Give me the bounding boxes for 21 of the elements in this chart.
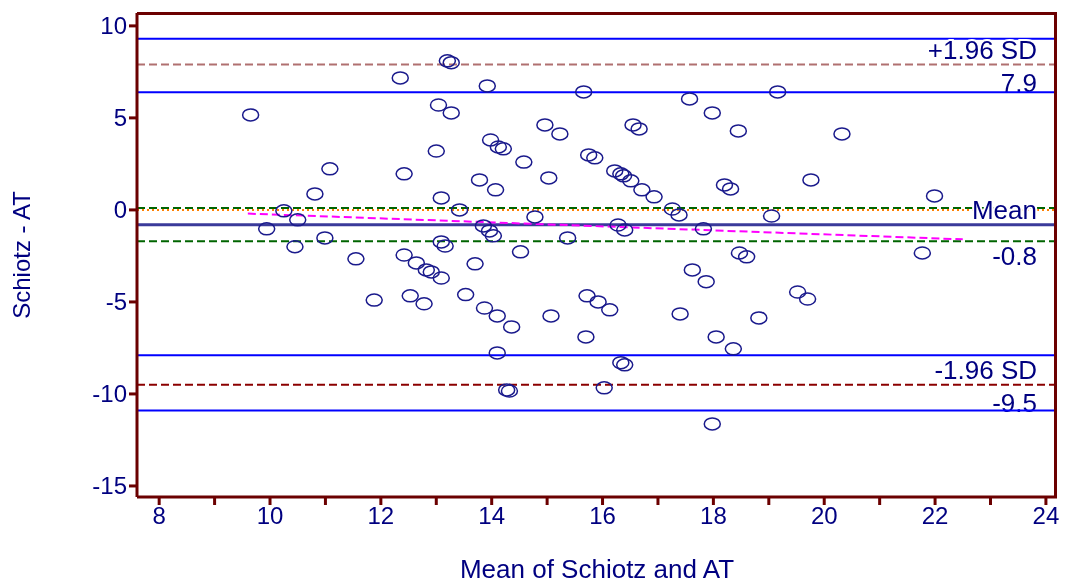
x-tick-label: 16: [589, 502, 616, 530]
annotation: 7.9: [1000, 67, 1037, 98]
x-tick-label: 20: [810, 502, 838, 530]
y-tick-label: 10: [100, 12, 127, 40]
x-tick-label: 12: [367, 502, 395, 530]
x-tick-label: 18: [700, 502, 727, 530]
y-tick-label: -5: [105, 288, 127, 316]
annotation: -0.8: [992, 241, 1037, 272]
x-tick-label: 14: [478, 502, 506, 530]
x-tick-label: 22: [921, 502, 949, 530]
y-tick-label: 0: [113, 196, 127, 224]
y-axis-title: Schiotz - AT: [8, 190, 35, 319]
x-tick-label: 8: [152, 502, 166, 530]
ref-line-label: -1.96 SD: [934, 354, 1037, 385]
ref-line-label: +1.96 SD: [927, 34, 1037, 65]
x-tick-label: 24: [1032, 502, 1060, 530]
x-tick-label: 10: [256, 502, 284, 530]
y-tick-label: -10: [92, 380, 127, 408]
x-axis-title: Mean of Schiotz and AT: [459, 554, 735, 580]
y-tick-label: 5: [113, 104, 127, 132]
y-tick-label: -15: [92, 472, 127, 500]
